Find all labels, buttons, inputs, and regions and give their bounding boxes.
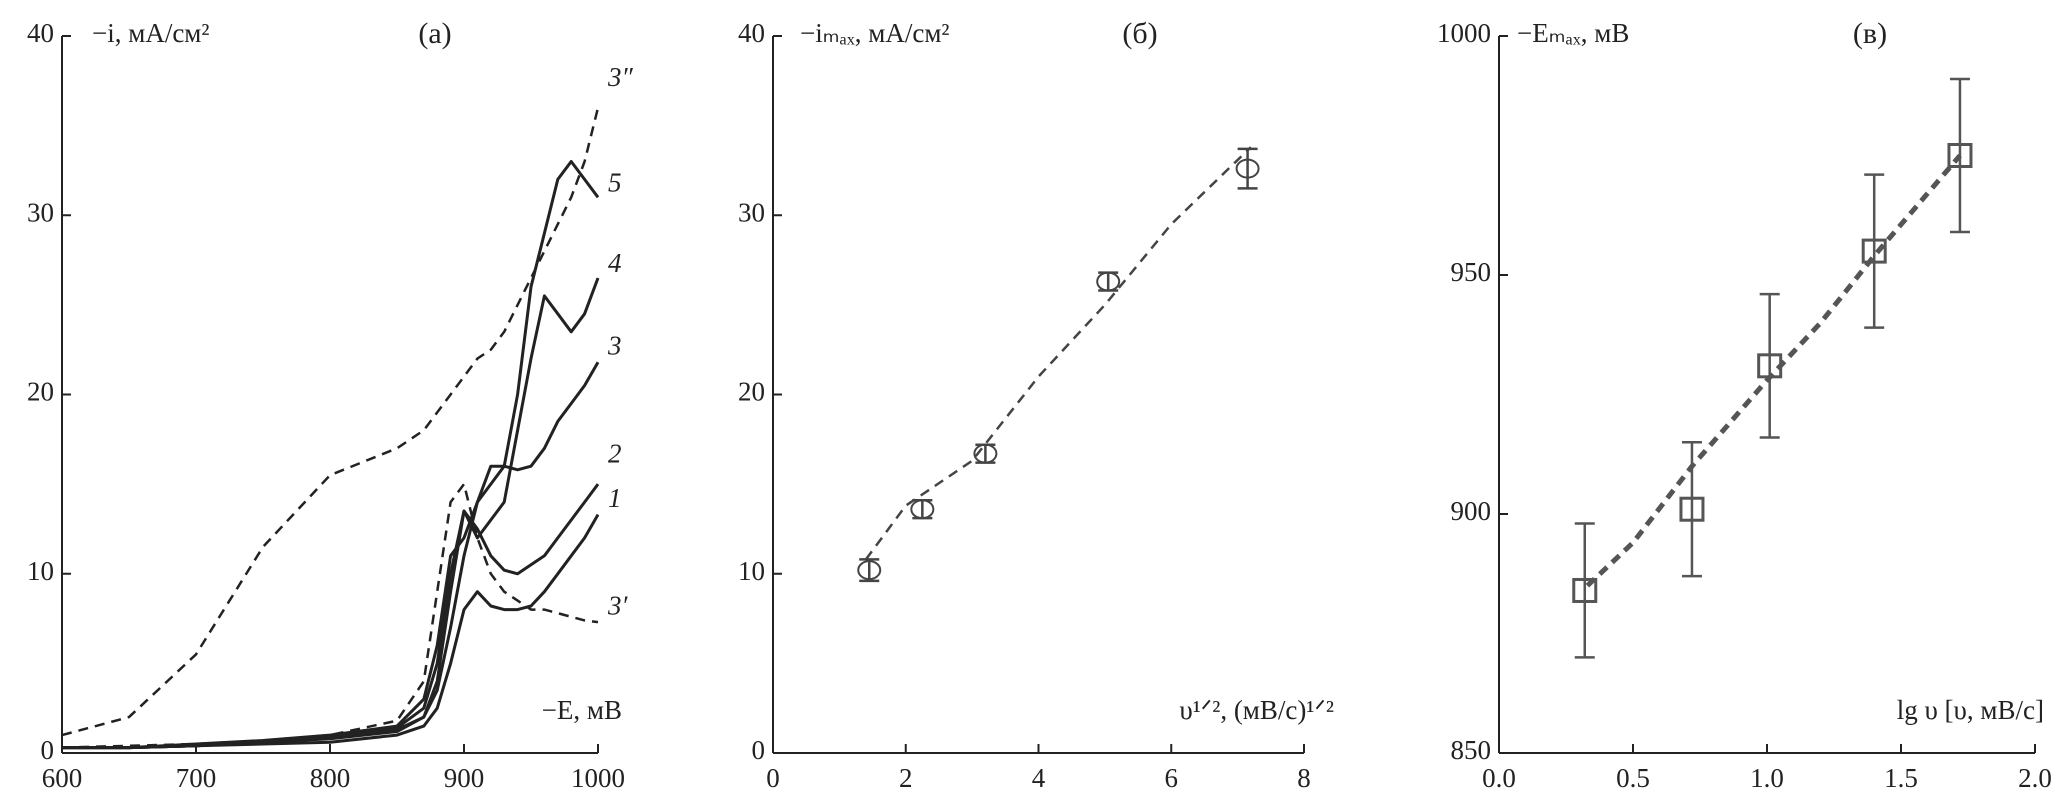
x-tick-label: 6 bbox=[1165, 763, 1179, 793]
x-tick-label: 1.5 bbox=[1884, 763, 1918, 793]
marker bbox=[910, 499, 935, 520]
y-tick-label: 10 bbox=[27, 556, 54, 586]
x-tick-label: 0.5 bbox=[1616, 763, 1650, 793]
panel-title: (в) bbox=[1853, 17, 1887, 50]
marker bbox=[1235, 158, 1260, 179]
x-tick-label: 1.0 bbox=[1750, 763, 1784, 793]
y-tick-label: 40 bbox=[738, 18, 765, 48]
marker bbox=[1861, 238, 1887, 264]
panel-title: (б) bbox=[1122, 17, 1157, 50]
curve bbox=[62, 361, 600, 750]
curve-label: 3′ bbox=[607, 590, 629, 620]
x-tick-label: 4 bbox=[1032, 763, 1046, 793]
x-tick-label: 8 bbox=[1297, 763, 1311, 793]
y-tick-label: 40 bbox=[27, 18, 54, 48]
y-tick-label: 30 bbox=[27, 197, 54, 227]
marker bbox=[973, 443, 998, 464]
x-tick-label: 0 bbox=[766, 763, 780, 793]
marker bbox=[1947, 143, 1973, 168]
marker bbox=[1572, 577, 1598, 603]
curve bbox=[61, 107, 600, 737]
y-tick-label: 0 bbox=[41, 735, 55, 765]
marker bbox=[857, 560, 882, 581]
y-tick-label: 900 bbox=[1451, 496, 1492, 526]
marker bbox=[1679, 496, 1705, 522]
x-tick-label: 2 bbox=[899, 763, 913, 793]
fit-line bbox=[1585, 153, 1962, 588]
curve-label: 1 bbox=[608, 483, 622, 513]
curve-label: 4 bbox=[608, 248, 622, 278]
x-axis-label: −E, мВ bbox=[542, 695, 622, 725]
marker bbox=[1096, 271, 1121, 292]
y-tick-label: 950 bbox=[1451, 257, 1492, 287]
y-tick-label: 20 bbox=[27, 377, 54, 407]
y-tick-label: 30 bbox=[738, 197, 765, 227]
curve bbox=[62, 513, 600, 750]
curve bbox=[62, 277, 600, 750]
curve bbox=[62, 160, 600, 750]
x-tick-label: 700 bbox=[176, 763, 217, 793]
y-axis-label: −iₘₐₓ, мА/см² bbox=[800, 18, 950, 48]
y-axis-label: −Eₘₐₓ, мВ bbox=[1517, 18, 1629, 48]
y-tick-label: 10 bbox=[738, 556, 765, 586]
curve bbox=[62, 483, 600, 750]
curve-label: 3 bbox=[607, 330, 622, 360]
y-tick-label: 850 bbox=[1451, 735, 1492, 765]
x-tick-label: 800 bbox=[310, 763, 351, 793]
fit-line bbox=[864, 146, 1252, 561]
marker bbox=[1757, 353, 1783, 379]
curve-label: 3″ bbox=[607, 62, 634, 92]
x-tick-label: 2.0 bbox=[2018, 763, 2052, 793]
curve bbox=[61, 482, 599, 749]
x-axis-label: υ¹ᐟ², (мВ/с)¹ᐟ² bbox=[1179, 695, 1334, 725]
curve-label: 5 bbox=[608, 168, 622, 198]
y-tick-label: 0 bbox=[752, 735, 766, 765]
x-tick-label: 1000 bbox=[571, 763, 625, 793]
x-tick-label: 900 bbox=[444, 763, 485, 793]
curve-label: 2 bbox=[608, 438, 622, 468]
x-tick-label: 600 bbox=[42, 763, 83, 793]
x-axis-label: lg υ [υ, мВ/с] bbox=[1897, 695, 2044, 725]
y-axis-label: −i, мА/см² bbox=[92, 18, 209, 48]
y-tick-label: 20 bbox=[738, 377, 765, 407]
x-tick-label: 0.0 bbox=[1482, 763, 1516, 793]
panel-title: (а) bbox=[418, 17, 451, 50]
y-tick-label: 1000 bbox=[1437, 18, 1491, 48]
